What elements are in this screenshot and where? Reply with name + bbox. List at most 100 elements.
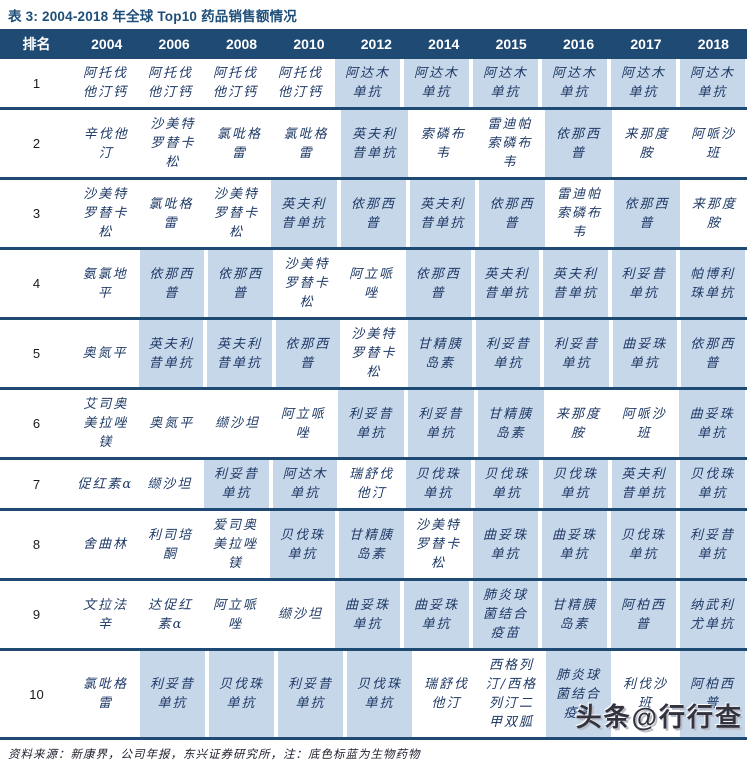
drug-cell-biologic: 贝伐珠单抗 — [207, 651, 276, 737]
rank-cell: 5 — [32, 346, 41, 361]
drug-name: 达促红素α — [147, 597, 193, 632]
rank-column-header: 排名 — [22, 36, 51, 52]
source-note: 资料来源：新康界，公司年报，东兴证券研究所，注：底色标蓝为生物药物 — [8, 747, 421, 761]
drug-cell: 阿托伐他汀钙 — [73, 59, 138, 107]
page-title: 表 3: 2004-2018 年全球 Top10 药品销售额情况 — [8, 9, 297, 24]
drug-cell-biologic: 贝伐珠单抗 — [541, 460, 610, 508]
drug-cell-biologic: 曲妥珠单抗 — [471, 511, 540, 578]
drug-name: 英夫利昔单抗 — [552, 266, 598, 301]
table-row: 1 阿托伐他汀钙 阿托伐他汀钙 阿托伐他汀钙 阿托伐他汀钙 阿达木单抗 阿达木单抗 阿达木单抗… — [0, 59, 747, 107]
year-column-header: 2012 — [360, 36, 392, 52]
drug-name: 利妥昔单抗 — [213, 467, 259, 501]
drug-cell-biologic: 贝伐珠单抗 — [678, 460, 747, 508]
rank-cell: 7 — [32, 476, 41, 492]
year-column-header: 2010 — [293, 36, 325, 52]
year-column-header: 2018 — [697, 36, 729, 52]
table-row: 7 促红素α 缬沙坦 利妥昔单抗 阿达木单抗 瑞舒伐他汀 贝伐珠单抗 贝伐珠单抗 贝伐珠单抗 英夫… — [0, 457, 747, 508]
drug-name: 贝伐珠单抗 — [415, 467, 461, 501]
drug-cell: 利司培酮 — [138, 511, 203, 578]
drug-cell-biologic: 依那西普 — [273, 320, 342, 387]
drug-cell-biologic: 依那西普 — [543, 110, 614, 177]
drug-name: 氯吡格雷 — [216, 126, 262, 161]
drug-cell-biologic: 英夫利昔单抗 — [472, 250, 542, 317]
drug-cell-biologic: 阿达木单抗 — [270, 460, 340, 508]
drug-cell-biologic: 贝伐珠单抗 — [268, 511, 337, 578]
drug-cell-biologic: 英夫利昔单抗 — [541, 250, 610, 317]
rank-cell: 3 — [32, 206, 41, 221]
drug-name: 阿立哌唑 — [280, 406, 326, 441]
drug-cell: 爱司奥美拉唑镁 — [203, 511, 268, 578]
drug-name: 阿托伐他汀钙 — [212, 66, 258, 100]
drug-cell: 缬沙坦 — [268, 581, 333, 648]
drug-name: 阿达木单抗 — [413, 66, 459, 100]
drug-name: 英夫利昔单抗 — [420, 196, 466, 231]
drug-cell-biologic: 帕博利珠单抗 — [678, 250, 747, 317]
drug-cell: 阿立哌唑 — [203, 581, 268, 648]
drug-cell: 沙美特罗替卡松 — [73, 180, 138, 247]
drug-cell-biologic: 贝伐珠单抗 — [472, 460, 542, 508]
drug-name: 纳武利尤单抗 — [689, 597, 735, 632]
drug-cell: 奥氮平 — [73, 320, 137, 387]
drug-name: 英夫利昔单抗 — [352, 126, 398, 161]
table-body: 1 阿托伐他汀钙 阿托伐他汀钙 阿托伐他汀钙 阿托伐他汀钙 阿达木单抗 阿达木单抗 阿达木单抗… — [0, 59, 747, 737]
drug-cell-biologic: 阿达木单抗 — [471, 59, 540, 107]
drug-name: 阿托伐他汀钙 — [277, 66, 323, 100]
drug-cell-biologic: 利妥昔单抗 — [405, 390, 476, 457]
drug-name: 奥氮平 — [82, 346, 128, 361]
drug-name: 缬沙坦 — [147, 476, 193, 492]
year-column-header: 2008 — [225, 36, 258, 52]
drug-cell-biologic: 英夫利昔单抗 — [137, 320, 206, 387]
drug-name: 甘精胰岛素 — [551, 597, 597, 632]
drug-cell: 阿托伐他汀钙 — [268, 59, 333, 107]
drug-name: 沙美特罗替卡松 — [83, 187, 129, 240]
drug-cell-biologic: 甘精胰岛素 — [337, 511, 406, 578]
drug-name: 阿达木单抗 — [482, 66, 528, 100]
drug-cell-biologic: 依那西普 — [678, 320, 747, 387]
drug-cell: 促红素α — [73, 460, 138, 508]
table-row: 6 艾司奥美拉唑镁 奥氮平 缬沙坦 阿立哌唑 利妥昔单抗 利妥昔单抗 甘精胰岛素 来那度胺 阿哌沙… — [0, 387, 747, 457]
drug-name: 瑞舒伐他汀 — [349, 467, 395, 501]
drug-name: 利妥昔单抗 — [287, 677, 333, 711]
table-header-row: 排名 2004 2006 2008 2010 2012 2014 2015 2016 2017 20… — [0, 29, 747, 59]
drug-name: 阿达木单抗 — [689, 66, 735, 100]
drug-name: 促红素α — [77, 476, 134, 492]
drug-name: 曲妥珠单抗 — [551, 527, 597, 562]
table-row: 8 舍曲林 利司培酮 爱司奥美拉唑镁 贝伐珠单抗 甘精胰岛素 沙美特罗替卡松 曲妥珠单抗 曲妥珠… — [0, 508, 747, 578]
drug-name: 阿达木单抗 — [282, 467, 328, 501]
drug-cell: 氨氯地平 — [73, 250, 138, 317]
drug-cell: 氯吡格雷 — [138, 180, 203, 247]
drug-cell: 索磷布韦 — [410, 110, 477, 177]
table-row: 3 沙美特罗替卡松 氯吡格雷 沙美特罗替卡松 英夫利昔单抗 依那西普 英夫利昔单抗 依那西普雷… — [0, 177, 747, 247]
drug-name: 阿托伐他汀钙 — [147, 66, 193, 100]
drug-name: 依那西普 — [555, 126, 601, 161]
rank-cell: 4 — [32, 276, 41, 291]
drug-cell-biologic: 曲妥珠单抗 — [610, 320, 679, 387]
drug-name: 氨氯地平 — [82, 266, 128, 301]
drug-name: 阿立哌唑 — [349, 266, 395, 301]
drug-cell-biologic: 阿达木单抗 — [402, 59, 471, 107]
drug-cell: 奥氮平 — [139, 390, 205, 457]
drug-cell: 辛伐他汀 — [73, 110, 140, 177]
drug-name: 依那西普 — [690, 336, 736, 371]
drug-name: 曲妥珠单抗 — [344, 597, 390, 632]
drug-name: 曲妥珠单抗 — [689, 406, 735, 441]
drug-cell-biologic: 曲妥珠单抗 — [402, 581, 471, 648]
drug-name: 缬沙坦 — [277, 607, 323, 622]
drug-name: 英夫利昔单抗 — [621, 467, 667, 501]
drug-cell-biologic: 阿达木单抗 — [678, 59, 747, 107]
drug-name: 利妥昔单抗 — [554, 336, 600, 371]
drug-name: 阿立哌唑 — [212, 597, 258, 632]
drug-name: 依那西普 — [415, 266, 461, 301]
drug-name: 贝伐珠单抗 — [484, 467, 530, 501]
drug-cell-biologic: 利妥昔单抗 — [609, 250, 679, 317]
drug-name: 利妥昔单抗 — [621, 266, 667, 301]
drug-cell-biologic: 依那西普 — [477, 180, 547, 247]
drug-name: 阿柏西普 — [689, 677, 735, 711]
drug-name: 肺炎球菌结合疫苗 — [555, 667, 601, 721]
drug-name: 贝伐珠单抗 — [552, 467, 598, 501]
drug-name: 索磷布韦 — [420, 126, 466, 161]
drug-name: 利妥昔单抗 — [348, 406, 394, 441]
drug-cell-biologic: 利妥昔单抗 — [336, 390, 406, 457]
drug-cell: 沙美特罗替卡松 — [140, 110, 207, 177]
drug-cell: 阿立哌唑 — [339, 250, 404, 317]
